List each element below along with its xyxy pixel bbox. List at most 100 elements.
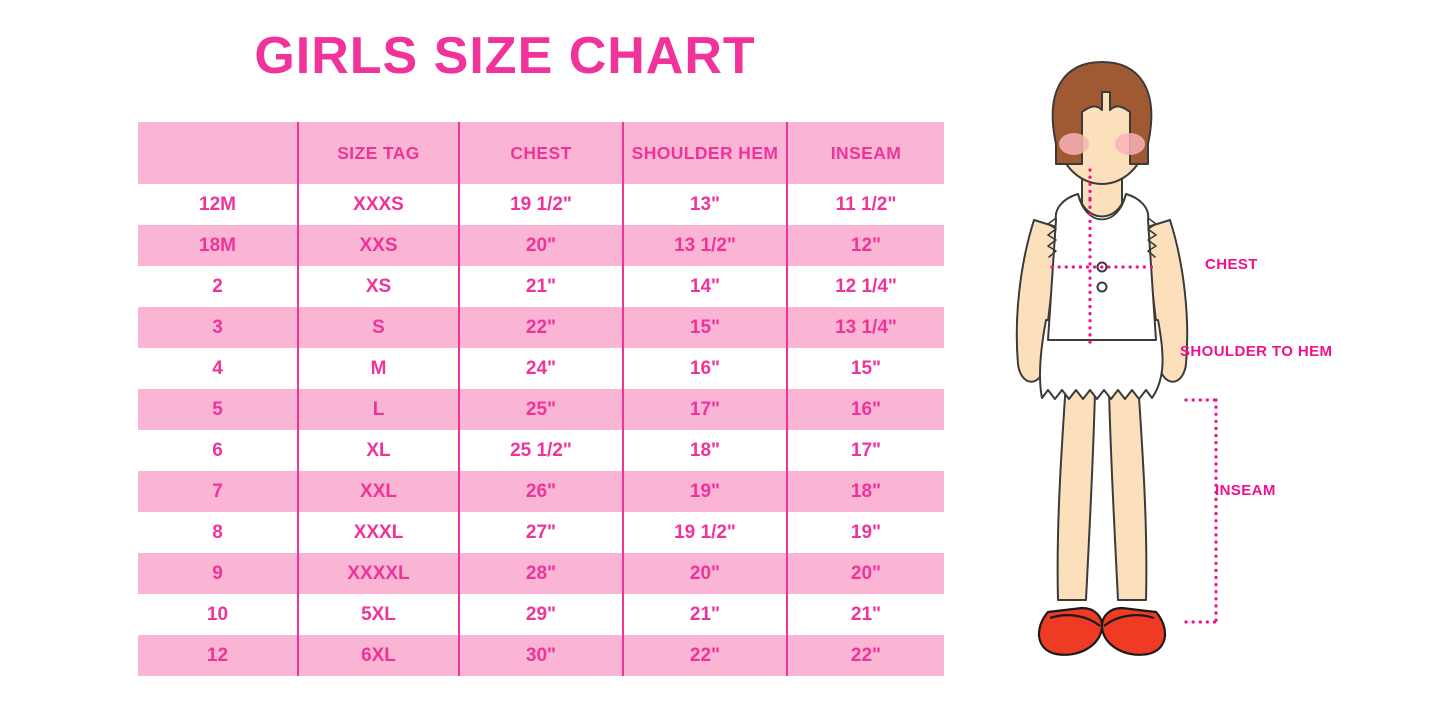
- cell-size-tag: L: [297, 389, 459, 430]
- cell-chest: 19 1/2": [458, 184, 623, 225]
- cell-chest: 26": [458, 471, 623, 512]
- cell-shoulder-hem: 13 1/2": [622, 225, 787, 266]
- cell-inseam: 12 1/4": [786, 266, 944, 307]
- table-row: 3 S 22" 15" 13 1/4": [138, 307, 944, 348]
- table-row: 7 XXL 26" 19" 18": [138, 471, 944, 512]
- cell-size: 6: [138, 430, 298, 471]
- callout-chest: CHEST: [1205, 256, 1258, 273]
- right-blush: [1115, 133, 1145, 155]
- cell-size: 7: [138, 471, 298, 512]
- cell-inseam: 12": [786, 225, 944, 266]
- right-shoe: [1100, 606, 1166, 656]
- cell-chest: 24": [458, 348, 623, 389]
- callout-shoulder-to-hem: SHOULDER TO HEM: [1180, 343, 1333, 360]
- cell-shoulder-hem: 15": [622, 307, 787, 348]
- size-chart-table: SIZE TAG CHEST SHOULDER HEM INSEAM 12M X…: [138, 122, 944, 676]
- table-row: 4 M 24" 16" 15": [138, 348, 944, 389]
- cell-size-tag: XXXS: [297, 184, 459, 225]
- cell-inseam: 18": [786, 471, 944, 512]
- cell-size-tag: S: [297, 307, 459, 348]
- cell-size-tag: XXS: [297, 225, 459, 266]
- cell-chest: 22": [458, 307, 623, 348]
- column-header-chest: CHEST: [458, 122, 623, 184]
- right-shoe-strap: [1103, 614, 1155, 627]
- cell-size: 10: [138, 594, 298, 635]
- header-row: SIZE TAG CHEST SHOULDER HEM INSEAM: [138, 122, 944, 184]
- cell-size: 4: [138, 348, 298, 389]
- cell-chest: 30": [458, 635, 623, 676]
- left-shoulder-ruffle: [1047, 217, 1057, 258]
- cell-size-tag: 6XL: [297, 635, 459, 676]
- left-shoe-strap: [1049, 614, 1101, 627]
- cell-shoulder-hem: 19 1/2": [622, 512, 787, 553]
- cell-size: 8: [138, 512, 298, 553]
- cell-shoulder-hem: 16": [622, 348, 787, 389]
- table-row: 10 5XL 29" 21" 21": [138, 594, 944, 635]
- cell-chest: 28": [458, 553, 623, 594]
- cell-shoulder-hem: 21": [622, 594, 787, 635]
- right-leg: [1107, 351, 1148, 601]
- cell-shoulder-hem: 17": [622, 389, 787, 430]
- table-row: 8 XXXL 27" 19 1/2" 19": [138, 512, 944, 553]
- cell-chest: 27": [458, 512, 623, 553]
- cell-inseam: 21": [786, 594, 944, 635]
- table-row: 5 L 25" 17" 16": [138, 389, 944, 430]
- page-title: GIRLS SIZE CHART: [254, 27, 756, 85]
- cell-size: 2: [138, 266, 298, 307]
- cell-size-tag: XS: [297, 266, 459, 307]
- button-bottom: [1096, 281, 1108, 293]
- cell-inseam: 13 1/4": [786, 307, 944, 348]
- left-blush: [1059, 133, 1089, 155]
- cell-shoulder-hem: 13": [622, 184, 787, 225]
- table-row: 2 XS 21" 14" 12 1/4": [138, 266, 944, 307]
- cell-size: 12M: [138, 184, 298, 225]
- table-row: 6 XL 25 1/2" 18" 17": [138, 430, 944, 471]
- cell-inseam: 20": [786, 553, 944, 594]
- cell-size-tag: 5XL: [297, 594, 459, 635]
- cell-chest: 29": [458, 594, 623, 635]
- cell-chest: 25 1/2": [458, 430, 623, 471]
- table-body: 12M XXXS 19 1/2" 13" 11 1/2" 18M XXS 20"…: [138, 184, 944, 676]
- cell-inseam: 11 1/2": [786, 184, 944, 225]
- table-row: 18M XXS 20" 13 1/2" 12": [138, 225, 944, 266]
- cell-shoulder-hem: 14": [622, 266, 787, 307]
- left-leg: [1056, 351, 1097, 601]
- cell-shoulder-hem: 18": [622, 430, 787, 471]
- cell-inseam: 16": [786, 389, 944, 430]
- cell-size-tag: XXXXL: [297, 553, 459, 594]
- left-shoe: [1038, 606, 1104, 656]
- cell-size-tag: M: [297, 348, 459, 389]
- table-row: 12M XXXS 19 1/2" 13" 11 1/2": [138, 184, 944, 225]
- cell-chest: 21": [458, 266, 623, 307]
- cell-shoulder-hem: 19": [622, 471, 787, 512]
- cell-size: 18M: [138, 225, 298, 266]
- cell-size: 3: [138, 307, 298, 348]
- cell-size-tag: XXL: [297, 471, 459, 512]
- column-header-shoulder-hem: SHOULDER HEM: [622, 122, 787, 184]
- cell-inseam: 17": [786, 430, 944, 471]
- column-header-size: [138, 122, 298, 184]
- cell-inseam: 19": [786, 512, 944, 553]
- cell-chest: 20": [458, 225, 623, 266]
- size-chart-table-wrap: SIZE TAG CHEST SHOULDER HEM INSEAM 12M X…: [138, 122, 944, 676]
- cell-shoulder-hem: 22": [622, 635, 787, 676]
- inseam-measure-bracket: [1184, 398, 1218, 624]
- girl-figure-illustration: [990, 52, 1250, 692]
- table-row: 12 6XL 30" 22" 22": [138, 635, 944, 676]
- neckline: [1077, 193, 1127, 221]
- column-header-inseam: INSEAM: [786, 122, 944, 184]
- right-shoulder-ruffle: [1147, 217, 1157, 258]
- cell-inseam: 22": [786, 635, 944, 676]
- table-row: 9 XXXXL 28" 20" 20": [138, 553, 944, 594]
- callout-inseam: INSEAM: [1215, 482, 1276, 499]
- cell-inseam: 15": [786, 348, 944, 389]
- table-header: SIZE TAG CHEST SHOULDER HEM INSEAM: [138, 122, 944, 184]
- cell-shoulder-hem: 20": [622, 553, 787, 594]
- cell-size-tag: XL: [297, 430, 459, 471]
- cell-size-tag: XXXL: [297, 512, 459, 553]
- cell-size: 9: [138, 553, 298, 594]
- cell-size: 12: [138, 635, 298, 676]
- cell-chest: 25": [458, 389, 623, 430]
- column-header-size-tag: SIZE TAG: [297, 122, 459, 184]
